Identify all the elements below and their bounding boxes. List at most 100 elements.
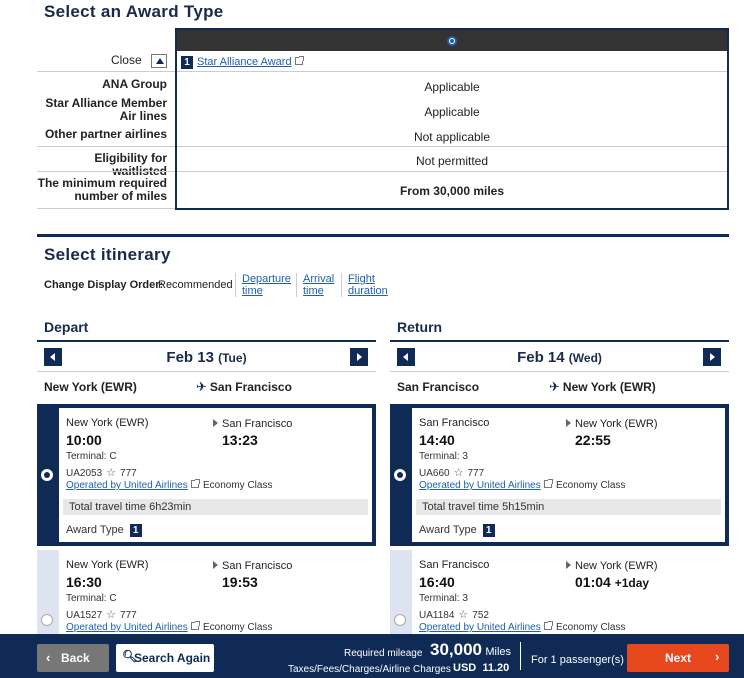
return-rule-2 (390, 371, 729, 372)
value-ana-group: Applicable (424, 80, 480, 94)
depart-flight-radio[interactable] (41, 469, 53, 481)
itinerary-section-title: Select itinerary (44, 245, 171, 264)
return-flight-card-selected[interactable]: San Francisco New York (EWR) 14:40 22:55… (390, 404, 729, 546)
display-order-current: Recommended (158, 279, 233, 291)
flight-departure-time: 14:40 (419, 432, 455, 448)
depart-prev-day-button[interactable] (44, 348, 62, 366)
flight-departure-time: 10:00 (66, 432, 102, 448)
flight-card-body: New York (EWR) San Francisco 16:30 19:53… (59, 550, 376, 634)
divider (177, 146, 727, 147)
travel-time: Total travel time 5h15min (416, 499, 721, 515)
return-flight-card[interactable]: San Francisco New York (EWR) 16:40 01:04… (390, 550, 729, 634)
award-section-title: Select an Award Type (44, 2, 224, 21)
sort-arrival-time[interactable]: Arrival time (296, 273, 340, 297)
flight-operator: Operated by United Airlines (66, 621, 200, 633)
value-min-miles: From 30,000 miles (399, 184, 505, 198)
back-button[interactable]: ‹ Back (37, 644, 109, 672)
arrow-icon (566, 419, 571, 427)
close-label: Close (110, 53, 142, 67)
flight-to: San Francisco (213, 560, 292, 572)
award-option-column[interactable]: 1 Star Alliance Award Applicable Applicab… (175, 28, 729, 210)
flight-operator: Operated by United Airlines (419, 479, 553, 491)
star-alliance-icon: ☆ (453, 467, 464, 479)
flight-from: New York (EWR) (66, 417, 149, 429)
flight-departure-time: 16:40 (419, 574, 455, 590)
return-flight-radio[interactable] (394, 469, 406, 481)
flight-from: San Francisco (419, 417, 490, 429)
passenger-count: For 1 passenger(s) (531, 654, 624, 666)
award-type-row: Award Type 1 (419, 524, 499, 537)
depart-next-day-button[interactable] (350, 348, 368, 366)
arrow-icon (213, 419, 218, 427)
flight-card-body: San Francisco New York (EWR) 16:40 01:04… (412, 550, 729, 634)
airplane-icon: ✈ (549, 379, 560, 394)
travel-time: Total travel time 6h23min (63, 499, 368, 515)
label-ana-group: ANA Group (102, 77, 167, 91)
flight-arrival-time: 01:04 +1day (575, 574, 650, 590)
flight-terminal: Terminal: 3 (419, 593, 468, 604)
return-next-day-button[interactable] (703, 348, 721, 366)
award-option-header (177, 30, 727, 51)
award-option-name: 1 Star Alliance Award (181, 56, 304, 69)
arrow-icon (213, 561, 218, 569)
award-option-number: 1 (181, 56, 193, 69)
depart-flight-card-selected[interactable]: New York (EWR) San Francisco 10:00 13:23… (37, 404, 376, 546)
flight-cabin: Economy Class (203, 480, 273, 491)
depart-flight-card[interactable]: New York (EWR) San Francisco 16:30 19:53… (37, 550, 376, 634)
flight-number-row: UA660 ☆ 777 (419, 467, 485, 479)
chevron-left-icon: ‹ (46, 650, 51, 665)
flight-number-row: UA1184 ☆ 752 (419, 609, 489, 621)
search-icon: 🔍︎ (122, 649, 138, 663)
external-link-icon (190, 621, 200, 630)
return-date-bar: Feb 14 (Wed) (390, 343, 729, 371)
award-option-radio[interactable] (447, 36, 457, 46)
airplane-icon: ✈ (196, 379, 207, 394)
value-waitlist: Not permitted (415, 154, 489, 168)
return-title: Return (397, 319, 443, 335)
divider (37, 71, 175, 72)
arrow-icon (566, 561, 571, 569)
divider (37, 171, 175, 172)
external-link-icon (190, 479, 200, 488)
flight-terminal: Terminal: C (66, 451, 117, 462)
star-alliance-award-link[interactable]: Star Alliance Award (197, 56, 292, 68)
flight-number-row: UA2053 ☆ 777 (66, 467, 137, 479)
sort-departure-time[interactable]: Departure time (235, 273, 295, 297)
label-waitlist: Eligibility for waitlisted (94, 151, 167, 178)
award-table: Close ANA Group Star Alliance Member Air… (37, 28, 729, 210)
flight-from: San Francisco (419, 559, 490, 571)
collapse-button[interactable] (151, 53, 167, 68)
sort-flight-duration[interactable]: Flight duration (341, 273, 393, 297)
label-star-alliance: Star Alliance Member Air lines (45, 96, 167, 123)
flight-terminal: Terminal: 3 (419, 451, 468, 462)
star-alliance-icon: ☆ (106, 609, 117, 621)
depart-flight-radio[interactable] (41, 614, 53, 626)
footer-divider (520, 642, 521, 670)
display-order-label: Change Display Order: (44, 279, 164, 291)
flight-arrival-time: 13:23 (222, 432, 258, 448)
footer-bar: ‹ Back 🔍︎ Search Again Required mileage … (0, 634, 744, 678)
depart-date: Feb 13 (Tue) (166, 349, 247, 366)
flight-terminal: Terminal: C (66, 593, 117, 604)
flight-arrival-time: 22:55 (575, 432, 611, 448)
return-prev-day-button[interactable] (397, 348, 415, 366)
flight-operator: Operated by United Airlines (66, 479, 200, 491)
divider (177, 171, 727, 172)
depart-rule (37, 340, 376, 342)
arrival-day-offset: +1day (614, 576, 650, 590)
depart-origin: New York (EWR) (44, 380, 137, 394)
external-link-icon (294, 56, 304, 65)
next-button[interactable]: Next › (627, 644, 729, 672)
tax-value: USD 11.20 (453, 662, 510, 674)
return-flight-radio[interactable] (394, 614, 406, 626)
depart-rule-2 (37, 371, 376, 372)
flight-number-row: UA1527 ☆ 777 (66, 609, 137, 621)
flight-arrival-time: 19:53 (222, 574, 258, 590)
return-origin: San Francisco (397, 380, 480, 394)
flight-card-body: San Francisco New York (EWR) 14:40 22:55… (412, 408, 725, 542)
flight-to: New York (EWR) (566, 418, 658, 430)
external-link-icon (543, 621, 553, 630)
search-again-button[interactable]: 🔍︎ Search Again (116, 644, 214, 672)
value-star-alliance: Applicable (424, 105, 480, 119)
label-min-miles: The minimum required number of miles (37, 176, 167, 203)
